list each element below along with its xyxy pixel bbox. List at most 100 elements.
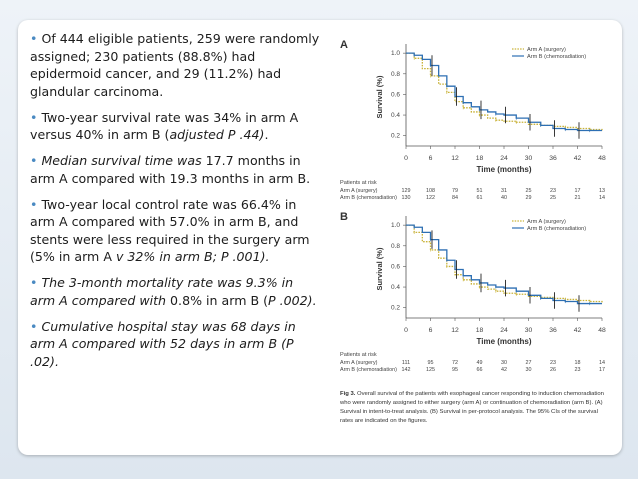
chart-panel-a: A 0.2 0.4 0.6 0.8 1.0 0 6 12 18 24 30 36 42 48 Survival… — [340, 39, 606, 201]
x-tick-label: 6 — [429, 327, 433, 334]
bullet-marker: • — [30, 153, 42, 168]
x-tick-label: 36 — [549, 327, 557, 334]
bullet-text: Two-year survival rate was 34% in arm A … — [30, 109, 299, 143]
at-risk-value: 30 — [501, 360, 507, 366]
bullet-text: Median survival time was — [41, 153, 206, 168]
at-risk-value: 111 — [402, 360, 410, 366]
x-tick-label: 18 — [476, 155, 484, 162]
legend-label: Arm B (chemoradiation) — [527, 226, 586, 232]
x-tick-label: 30 — [525, 327, 533, 334]
at-risk-value: 42 — [501, 367, 507, 373]
caption-text: Overall survival of the patients with es… — [340, 391, 604, 424]
bullet-text: P .002). — [268, 292, 317, 308]
at-risk-value: 18 — [575, 360, 581, 366]
at-risk-value: 95 — [428, 360, 434, 366]
at-risk-value: 27 — [526, 360, 532, 366]
content-card — [18, 20, 622, 455]
x-axis-label: Time (months) — [477, 337, 532, 346]
at-risk-value: 40 — [501, 195, 507, 201]
at-risk-value: 25 — [550, 195, 556, 201]
y-tick-label: 1.0 — [391, 50, 400, 57]
x-tick-label: 24 — [500, 155, 508, 162]
at-risk-value: 66 — [477, 367, 483, 373]
at-risk-value: 108 — [426, 188, 435, 194]
y-tick-label: 1.0 — [391, 222, 400, 229]
legend-label: Arm A (surgery) — [527, 47, 566, 53]
legend-label: Arm B (chemoradiation) — [527, 54, 586, 60]
y-tick-label: 0.4 — [391, 112, 400, 119]
bullet-text: . — [264, 127, 269, 142]
at-risk-value: 14 — [599, 195, 605, 201]
at-risk-row-label: Arm A (surgery) — [340, 360, 378, 366]
x-tick-label: 18 — [476, 327, 484, 334]
at-risk-value: 23 — [550, 188, 556, 194]
at-risk-value: 30 — [526, 367, 532, 373]
survival-figure: A 0.2 0.4 0.6 0.8 1.0 0 6 12 18 24 30 36 42 48 Survival… — [340, 39, 606, 373]
bullet-text: Cumulative hospital stay was 68 days in … — [30, 318, 296, 352]
y-tick-label: 0.4 — [391, 284, 400, 291]
bullet-text: 0.8% in arm B ( — [170, 292, 269, 308]
bullet-text: adjusted P .44) — [169, 127, 265, 142]
x-tick-label: 36 — [549, 155, 557, 162]
at-risk-heading: Patients at risk — [340, 180, 377, 186]
chart-panel-b: B 0.2 0.4 0.6 0.8 1.0 0 6 12 18 24 30 36 42 48 Survival… — [340, 211, 606, 373]
at-risk-row-label: Arm B (chemoradiation) — [340, 195, 397, 201]
bullet-item: • Two-year local control rate was 66.4% … — [30, 196, 322, 266]
x-tick-label: 42 — [574, 155, 582, 162]
at-risk-value: 17 — [575, 188, 581, 194]
series-line — [406, 52, 602, 132]
at-risk-value: 51 — [477, 188, 483, 194]
bullet-marker: • — [30, 31, 42, 46]
at-risk-value: 129 — [402, 188, 411, 194]
bullet-text: v 32% in arm B; P .001). — [115, 249, 270, 264]
figure-caption: Fig 3. Overall survival of the patients … — [340, 390, 612, 426]
at-risk-value: 142 — [402, 367, 411, 373]
x-tick-label: 48 — [598, 327, 606, 334]
x-tick-label: 6 — [429, 155, 433, 162]
bullet-text: P .02). — [30, 336, 294, 369]
y-axis-label: Survival (%) — [375, 247, 384, 290]
bullet-item: • The 3-month mortality rate was 9.3% in… — [30, 274, 322, 309]
series-line — [406, 52, 603, 131]
at-risk-value: 61 — [477, 195, 483, 201]
x-tick-label: 12 — [451, 327, 459, 334]
y-tick-label: 0.6 — [391, 263, 400, 270]
at-risk-value: 23 — [550, 360, 556, 366]
bullet-text: Of 444 eligible patients, 259 were rando… — [30, 31, 320, 99]
x-tick-label: 0 — [404, 327, 408, 334]
bullet-list: • Of 444 eligible patients, 259 were ran… — [30, 30, 322, 379]
bullet-item: • Two-year survival rate was 34% in arm … — [30, 109, 322, 144]
y-tick-label: 0.8 — [391, 243, 400, 250]
y-tick-label: 0.6 — [391, 91, 400, 98]
x-tick-label: 42 — [574, 327, 582, 334]
x-axis-label: Time (months) — [477, 165, 532, 174]
bullet-text: 17.7 months in arm A compared with 19.3 … — [30, 153, 311, 186]
at-risk-value: 13 — [599, 188, 605, 194]
at-risk-value: 84 — [452, 195, 458, 201]
series-line — [406, 224, 602, 305]
at-risk-row-label: Arm A (surgery) — [340, 188, 378, 194]
at-risk-value: 130 — [402, 195, 411, 201]
at-risk-row-label: Arm B (chemoradiation) — [340, 367, 397, 373]
bullet-item: • Cumulative hospital stay was 68 days i… — [30, 318, 322, 371]
bullet-marker: • — [30, 109, 42, 125]
bullet-item: • Of 444 eligible patients, 259 were ran… — [30, 30, 322, 100]
at-risk-value: 29 — [526, 195, 532, 201]
y-tick-label: 0.2 — [391, 133, 400, 140]
caption-label: Fig 3. — [340, 391, 356, 397]
panel-label: B — [340, 211, 348, 223]
x-tick-label: 30 — [525, 155, 533, 162]
bullet-text: Two-year local control rate was 66.4% in… — [30, 196, 310, 265]
at-risk-value: 125 — [426, 367, 435, 373]
at-risk-heading: Patients at risk — [340, 352, 377, 358]
x-tick-label: 48 — [598, 155, 606, 162]
at-risk-value: 79 — [452, 188, 458, 194]
at-risk-value: 14 — [599, 360, 605, 366]
y-axis-label: Survival (%) — [375, 75, 384, 118]
bullet-item: • Median survival time was 17.7 months i… — [30, 152, 322, 187]
at-risk-value: 31 — [501, 188, 507, 194]
at-risk-value: 72 — [452, 360, 458, 366]
at-risk-value: 23 — [575, 367, 581, 373]
bullet-text: The 3-month mortality rate was 9.3% in a… — [30, 275, 294, 308]
at-risk-value: 17 — [599, 367, 605, 373]
